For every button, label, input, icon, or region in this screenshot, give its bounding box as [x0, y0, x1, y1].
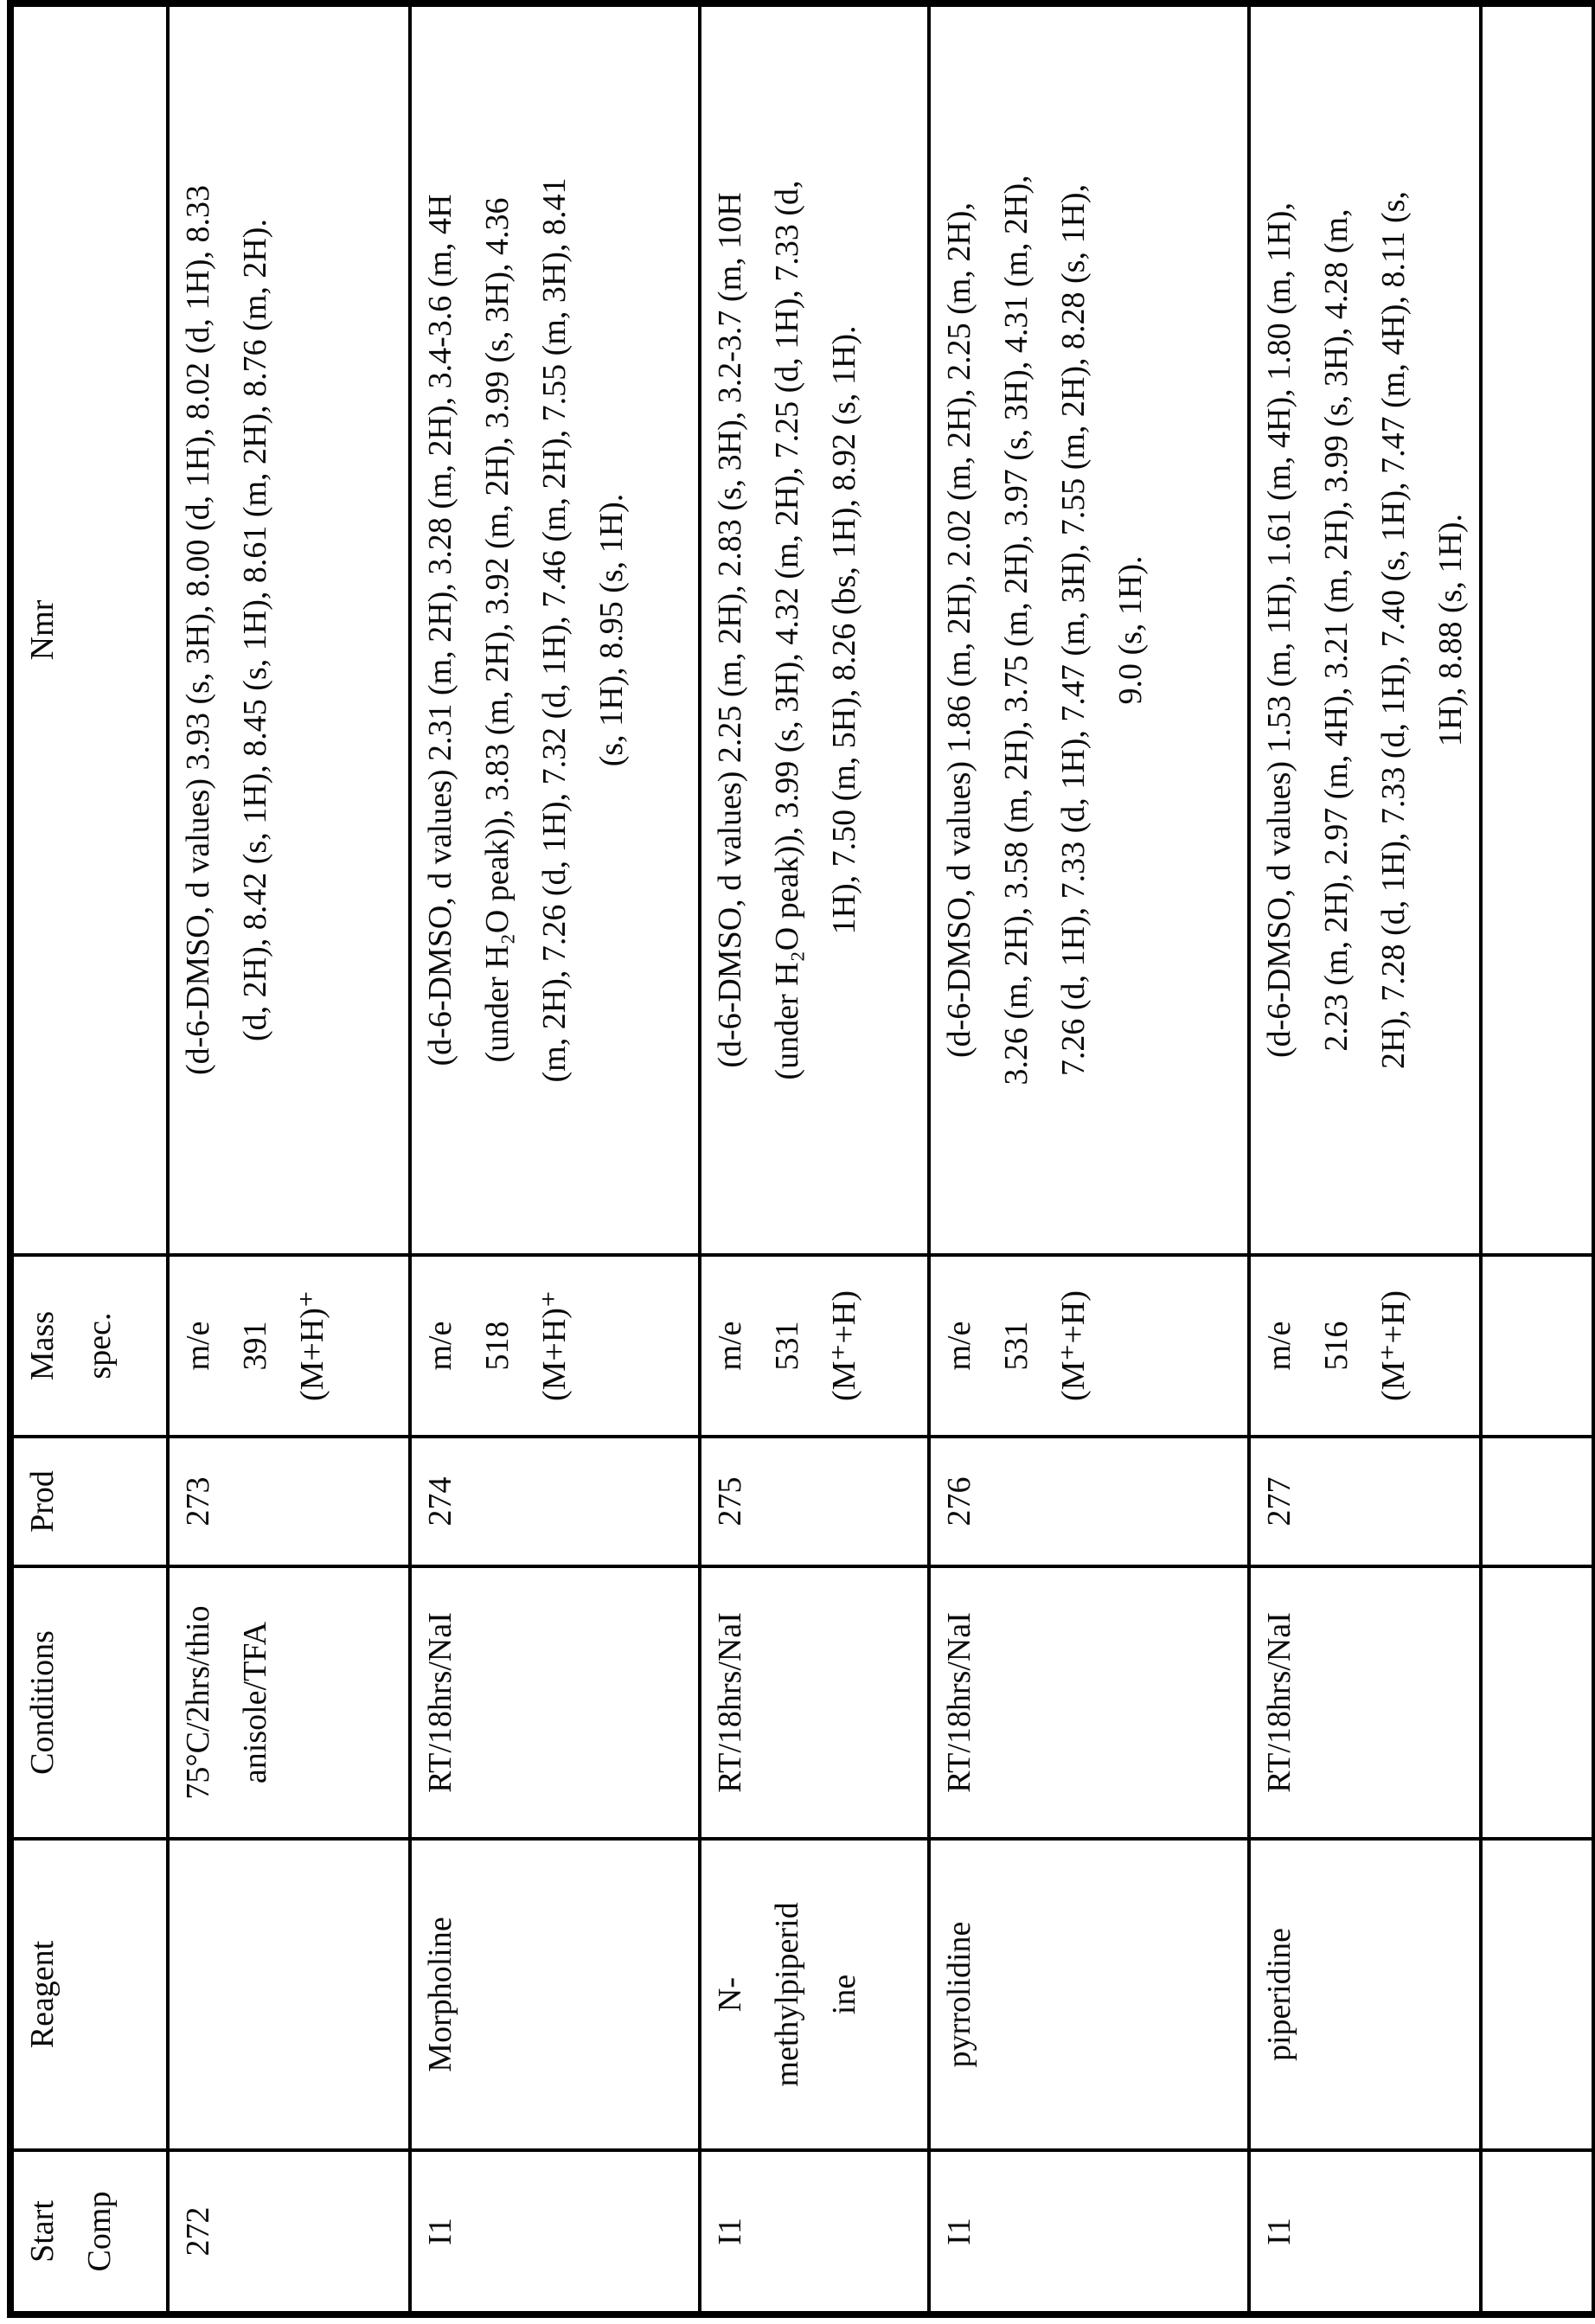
table-row-empty: [1481, 3, 1595, 2314]
cell-276-conditions: RT/18hrs/NaI: [929, 1566, 1249, 1839]
cell-274-conditions: RT/18hrs/NaI: [410, 1566, 700, 1839]
cell-272-prod: 273: [168, 1437, 410, 1566]
cell-277-start-comp: I1: [1249, 2150, 1481, 2314]
cell-272-mass-spec: m/e 391 (M+H)⁺: [168, 1255, 410, 1437]
header-row: Start Comp Reagent Conditions Prod Mass …: [10, 3, 168, 2314]
table-row-275: I1 N- methylpiperid ine RT/18hrs/NaI 275…: [700, 3, 929, 2314]
cell-empty-reagent: [1481, 1839, 1595, 2150]
header-cell-prod: Prod: [10, 1437, 168, 1566]
rotated-table-container: Start Comp Reagent Conditions Prod Mass …: [7, 0, 1595, 2318]
cell-274-reagent: Morpholine: [410, 1839, 700, 2150]
table-row-276: I1 pyrrolidine RT/18hrs/NaI 276 m/e 531 …: [929, 3, 1249, 2314]
cell-272-conditions: 75°C/2hrs/thio anisole/TFA: [168, 1566, 410, 1839]
table-row-274: I1 Morpholine RT/18hrs/NaI 274 m/e 518 (…: [410, 3, 700, 2314]
cell-275-nmr: (d-6-DMSO, d values) 2.25 (m, 2H), 2.83 …: [700, 3, 929, 1255]
cell-empty-conditions: [1481, 1566, 1595, 1839]
header-cell-start-comp: Start Comp: [10, 2150, 168, 2314]
header-cell-nmr: Nmr: [10, 3, 168, 1255]
table-row-272: 272 75°C/2hrs/thio anisole/TFA 273 m/e 3…: [168, 3, 410, 2314]
cell-277-prod: 277: [1249, 1437, 1481, 1566]
cell-empty-start-comp: [1481, 2150, 1595, 2314]
cell-276-reagent: pyrrolidine: [929, 1839, 1249, 2150]
cell-275-start-comp: I1: [700, 2150, 929, 2314]
header-cell-conditions: Conditions: [10, 1566, 168, 1839]
cell-276-prod: 276: [929, 1437, 1249, 1566]
cell-275-mass-spec: m/e 531 (M⁺+H): [700, 1255, 929, 1437]
cell-277-nmr: (d-6-DMSO, d values) 1.53 (m, 1H), 1.61 …: [1249, 3, 1481, 1255]
cell-empty-mass-spec: [1481, 1255, 1595, 1437]
cell-empty-nmr: [1481, 3, 1595, 1255]
cell-274-nmr: (d-6-DMSO, d values) 2.31 (m, 2H), 3.28 …: [410, 3, 700, 1255]
cell-empty-prod: [1481, 1437, 1595, 1566]
cell-275-prod: 275: [700, 1437, 929, 1566]
cell-276-mass-spec: m/e 531 (M⁺+H): [929, 1255, 1249, 1437]
results-table: Start Comp Reagent Conditions Prod Mass …: [7, 0, 1595, 2318]
cell-277-mass-spec: m/e 516 (M⁺+H): [1249, 1255, 1481, 1437]
cell-275-conditions: RT/18hrs/NaI: [700, 1566, 929, 1839]
cell-277-reagent: piperidine: [1249, 1839, 1481, 2150]
cell-276-nmr: (d-6-DMSO, d values) 1.86 (m, 2H), 2.02 …: [929, 3, 1249, 1255]
header-cell-reagent: Reagent: [10, 1839, 168, 2150]
cell-272-nmr: (d-6-DMSO, d values) 3.93 (s, 3H), 8.00 …: [168, 3, 410, 1255]
cell-274-mass-spec: m/e 518 (M+H)⁺: [410, 1255, 700, 1437]
cell-272-start-comp: 272: [168, 2150, 410, 2314]
cell-274-start-comp: I1: [410, 2150, 700, 2314]
table-row-277: I1 piperidine RT/18hrs/NaI 277 m/e 516 (…: [1249, 3, 1481, 2314]
cell-276-start-comp: I1: [929, 2150, 1249, 2314]
header-cell-mass-spec: Mass spec.: [10, 1255, 168, 1437]
cell-274-prod: 274: [410, 1437, 700, 1566]
cell-275-reagent: N- methylpiperid ine: [700, 1839, 929, 2150]
cell-277-conditions: RT/18hrs/NaI: [1249, 1566, 1481, 1839]
cell-272-reagent: [168, 1839, 410, 2150]
